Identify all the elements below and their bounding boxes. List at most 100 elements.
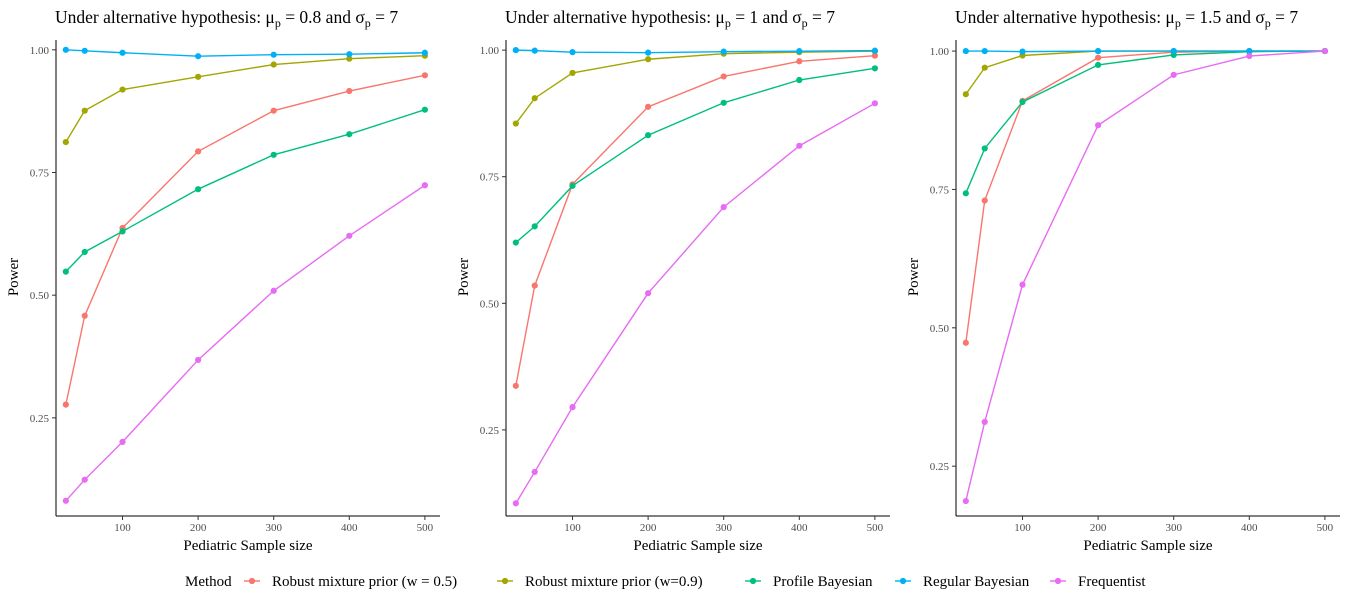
panel-1-plot-area: 100 200 300 400 500 0.25 0.50 0.75 1.00	[30, 40, 440, 534]
data-point	[421, 182, 428, 189]
data-point	[421, 106, 428, 113]
data-point	[962, 47, 969, 55]
data-point	[569, 404, 576, 411]
panel-3-plot-area: 100 200 300 400 500 0.25 0.50 0.75 1.00	[930, 40, 1340, 534]
series-line-1	[65, 74, 426, 405]
data-point	[270, 107, 277, 114]
x-tick-label: 500	[867, 522, 884, 534]
legend-item: Robust mixture prior (w=0.9)	[497, 574, 703, 590]
x-tick-label: 300	[715, 522, 732, 534]
y-tick-label: 0.75	[480, 172, 500, 184]
y-tick-label: 0.25	[480, 425, 500, 437]
data-point	[81, 248, 88, 256]
x-tick-label: 500	[1317, 522, 1334, 534]
y-tick-label: 1.00	[30, 45, 50, 57]
data-point	[531, 95, 538, 102]
x-tick-label: 200	[1090, 522, 1107, 534]
data-point	[720, 99, 727, 106]
data-point	[871, 100, 878, 107]
data-point	[346, 55, 353, 62]
panel-3: Under alternative hypothesis: μp = 1.5 a…	[906, 7, 1340, 554]
x-tick-label: 500	[417, 522, 434, 534]
data-point	[531, 47, 538, 54]
data-point	[1246, 52, 1253, 60]
data-point	[270, 287, 277, 294]
data-point	[796, 142, 803, 149]
x-tick-label: 300	[265, 522, 282, 534]
x-tick-label: 100	[564, 522, 581, 534]
legend-label: Robust mixture prior (w = 0.5)	[272, 574, 457, 590]
data-point	[346, 232, 353, 239]
panel-2-y-axis-title: Power	[456, 258, 472, 296]
data-point	[645, 49, 652, 56]
data-point	[81, 312, 88, 319]
data-point	[1019, 98, 1026, 106]
data-point	[962, 91, 969, 98]
data-point	[531, 468, 538, 476]
legend-label: Frequentist	[1078, 574, 1146, 590]
data-point	[645, 103, 652, 110]
data-point	[1019, 281, 1026, 288]
data-point	[796, 58, 803, 65]
y-tick-label: 1.00	[930, 46, 950, 58]
y-tick-label: 0.25	[930, 461, 950, 473]
legend-key-point	[899, 577, 907, 585]
data-point	[720, 73, 727, 80]
data-point	[981, 64, 988, 71]
x-tick-label: 300	[1165, 522, 1182, 534]
y-tick-label: 0.50	[480, 298, 500, 310]
x-tick-label: 400	[1241, 522, 1258, 534]
data-point	[981, 197, 988, 204]
data-point	[512, 382, 519, 389]
data-point	[119, 228, 126, 235]
y-tick-label: 1.00	[480, 45, 500, 57]
data-point	[1170, 71, 1177, 78]
x-tick-label: 100	[114, 522, 131, 534]
series-line-3	[65, 109, 426, 273]
panel-1: Under alternative hypothesis: μp = 0.8 a…	[6, 7, 440, 554]
data-point	[1095, 47, 1102, 55]
y-tick-label: 0.75	[30, 167, 50, 179]
x-tick-label: 100	[1014, 522, 1031, 534]
data-point	[871, 52, 878, 59]
legend-items: Robust mixture prior (w = 0.5) Robust mix…	[244, 574, 1146, 590]
data-point	[512, 500, 519, 507]
data-point	[62, 46, 69, 53]
panel-3-y-axis-title: Power	[906, 258, 922, 296]
x-tick-label: 400	[791, 522, 808, 534]
data-point	[119, 86, 126, 93]
data-point	[981, 145, 988, 152]
series-line-3	[965, 50, 1325, 194]
data-point	[195, 148, 202, 155]
legend-key-point	[248, 577, 256, 585]
data-point	[645, 132, 652, 139]
data-point	[512, 47, 519, 54]
legend: Method Robust mixture prior (w = 0.5) Rob…	[185, 574, 1146, 590]
y-tick-label: 0.75	[930, 184, 950, 196]
data-point	[421, 49, 428, 56]
series-line-5	[965, 50, 1325, 502]
data-point	[512, 120, 519, 127]
data-point	[270, 151, 277, 158]
panel-3-title: Under alternative hypothesis: μp = 1.5 a…	[955, 7, 1298, 30]
legend-label: Regular Bayesian	[923, 574, 1030, 590]
y-tick-label: 0.25	[30, 413, 50, 425]
data-point	[119, 438, 126, 446]
data-point	[195, 73, 202, 80]
data-point	[346, 51, 353, 58]
data-point	[195, 356, 202, 364]
data-point	[720, 204, 727, 211]
legend-key-point	[1054, 577, 1062, 585]
legend-title: Method	[185, 574, 232, 590]
data-point	[871, 47, 878, 54]
data-point	[195, 186, 202, 193]
data-point	[81, 476, 88, 483]
panel-3-x-axis-title: Pediatric Sample size	[1083, 538, 1212, 554]
data-point	[81, 107, 88, 114]
data-point	[962, 190, 969, 197]
data-point	[346, 131, 353, 138]
x-tick-label: 200	[640, 522, 657, 534]
data-point	[346, 87, 353, 95]
panel-1-title: Under alternative hypothesis: μp = 0.8 a…	[55, 7, 398, 30]
legend-item: Regular Bayesian	[895, 574, 1030, 590]
